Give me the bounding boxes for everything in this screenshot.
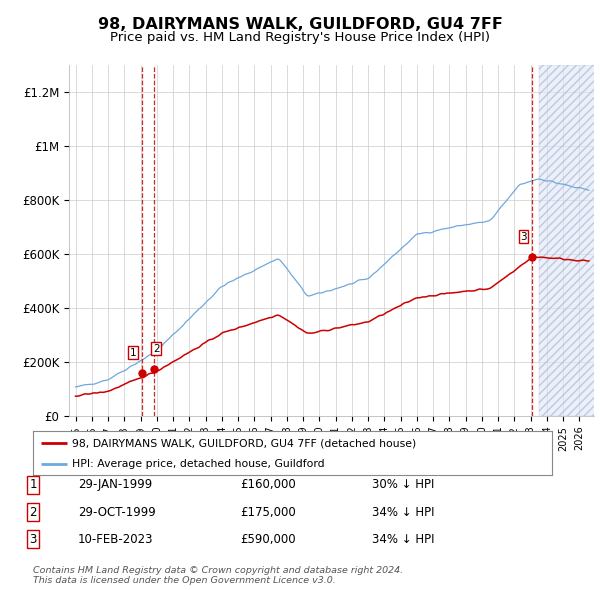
- Text: Contains HM Land Registry data © Crown copyright and database right 2024.
This d: Contains HM Land Registry data © Crown c…: [33, 566, 403, 585]
- Text: £175,000: £175,000: [240, 506, 296, 519]
- Text: 30% ↓ HPI: 30% ↓ HPI: [372, 478, 434, 491]
- Text: 98, DAIRYMANS WALK, GUILDFORD, GU4 7FF: 98, DAIRYMANS WALK, GUILDFORD, GU4 7FF: [98, 17, 502, 31]
- Text: 1: 1: [130, 348, 136, 358]
- Text: £160,000: £160,000: [240, 478, 296, 491]
- Text: 29-OCT-1999: 29-OCT-1999: [78, 506, 156, 519]
- Text: HPI: Average price, detached house, Guildford: HPI: Average price, detached house, Guil…: [72, 459, 325, 469]
- Text: Price paid vs. HM Land Registry's House Price Index (HPI): Price paid vs. HM Land Registry's House …: [110, 31, 490, 44]
- Text: 29-JAN-1999: 29-JAN-1999: [78, 478, 152, 491]
- Text: 10-FEB-2023: 10-FEB-2023: [78, 533, 154, 546]
- Text: 3: 3: [520, 232, 527, 242]
- Text: £590,000: £590,000: [240, 533, 296, 546]
- Text: 34% ↓ HPI: 34% ↓ HPI: [372, 533, 434, 546]
- Text: 34% ↓ HPI: 34% ↓ HPI: [372, 506, 434, 519]
- Bar: [539, 65, 596, 416]
- Text: 98, DAIRYMANS WALK, GUILDFORD, GU4 7FF (detached house): 98, DAIRYMANS WALK, GUILDFORD, GU4 7FF (…: [72, 438, 416, 448]
- Text: 2: 2: [153, 344, 160, 354]
- Text: 2: 2: [29, 506, 37, 519]
- Text: 1: 1: [29, 478, 37, 491]
- Text: 3: 3: [29, 533, 37, 546]
